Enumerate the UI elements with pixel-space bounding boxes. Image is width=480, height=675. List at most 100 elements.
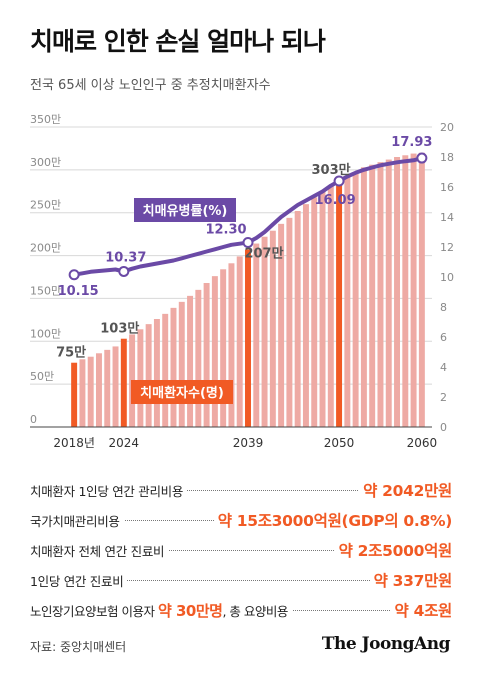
right-tick-label: 10 xyxy=(440,271,454,284)
summary-value: 약 2조5000억원 xyxy=(334,539,452,561)
line-value-label: 16.09 xyxy=(315,193,356,208)
bar xyxy=(104,349,111,427)
bar xyxy=(269,230,276,427)
chart-axes: 0 50만 100만 150만 200만 250만 300만 350만 0 2 4 6 8 10 12 14 1… xyxy=(30,113,454,450)
line-value-label: 10.37 xyxy=(105,250,146,265)
summary-label: 노인장기요양보험 이용자 약 30만명, 총 요양비용 xyxy=(30,599,292,621)
bar-value-label: 103만 xyxy=(100,321,139,337)
left-tick-label: 50만 xyxy=(30,370,54,383)
right-tick-label: 14 xyxy=(440,211,454,224)
source-note: 자료: 중앙치매센터 xyxy=(30,640,127,654)
bar xyxy=(112,346,119,427)
left-tick-label: 0 xyxy=(30,413,37,426)
line-marker xyxy=(416,152,428,164)
legend-line: 치매유병률(%) xyxy=(134,198,236,222)
bar xyxy=(87,356,94,427)
bar xyxy=(195,289,202,427)
summary-label: 치매환자 전체 연간 진료비 xyxy=(30,540,169,560)
bar xyxy=(145,324,152,427)
bar xyxy=(319,191,326,427)
line-marker xyxy=(333,175,345,187)
bar xyxy=(137,329,144,427)
x-tick-label: 2060 xyxy=(407,436,438,450)
highlight-bar xyxy=(120,338,127,427)
bar xyxy=(418,152,425,427)
bar-value-label: 207만 xyxy=(244,246,283,262)
left-tick-label: 250만 xyxy=(30,199,61,212)
bar xyxy=(178,301,185,427)
bar xyxy=(294,211,301,427)
bar xyxy=(236,256,243,427)
x-tick-label: 2018년 xyxy=(53,436,95,450)
bar xyxy=(311,197,318,427)
bar xyxy=(278,223,285,427)
bar xyxy=(187,295,194,427)
right-tick-label: 16 xyxy=(440,181,454,194)
bar xyxy=(153,319,160,427)
summary-label: 치매환자 1인당 연간 관리비용 xyxy=(30,480,188,500)
bar xyxy=(410,153,417,428)
left-tick-label: 350만 xyxy=(30,113,61,126)
bar-value-label: 303만 xyxy=(312,162,351,178)
right-tick-label: 2 xyxy=(440,391,447,404)
bar xyxy=(394,157,401,427)
right-tick-label: 20 xyxy=(440,121,454,134)
chart-annotations: 75만 103만 207만 303만 10.15 10.37 12.30 16.09 17.93 xyxy=(56,135,432,361)
legend-line-text: 치매유병률(%) xyxy=(143,203,228,219)
highlight-bar xyxy=(71,362,78,427)
highlight-bar xyxy=(245,249,251,427)
bar xyxy=(211,276,218,427)
right-tick-label: 6 xyxy=(440,331,447,344)
summary-value: 약 15조3000억원(GDP의 0.8%) xyxy=(213,509,452,531)
bar xyxy=(220,269,227,427)
bar xyxy=(369,164,376,427)
left-tick-label: 150만 xyxy=(30,284,61,297)
summary-label-text: 노인장기요양보험 이용자 xyxy=(30,603,158,619)
line-value-label: 12.30 xyxy=(205,223,246,238)
legend-bar: 치매환자수(명) xyxy=(131,380,233,404)
page-subtitle: 전국 65세 이상 노인인구 중 추정치매환자수 xyxy=(30,78,271,93)
bar xyxy=(377,162,384,427)
line-marker xyxy=(118,265,130,277)
summary-label-mid: , 총 요양비용 xyxy=(222,603,288,619)
line-value-label: 10.15 xyxy=(58,284,99,299)
bar xyxy=(79,359,86,427)
page-title: 치매로 인한 손실 얼마나 되나 xyxy=(30,27,326,56)
right-tick-label: 18 xyxy=(440,151,454,164)
bar xyxy=(228,263,235,427)
summary-label: 국가치매관리비용 xyxy=(30,510,124,530)
right-tick-label: 8 xyxy=(440,301,447,314)
bar xyxy=(352,172,359,427)
bar xyxy=(95,353,102,427)
bar xyxy=(286,217,293,427)
bar xyxy=(360,167,367,427)
right-tick-label: 0 xyxy=(440,421,447,434)
summary-row: 1인당 연간 진료비 약 337만원 xyxy=(30,565,452,595)
highlight-bar xyxy=(336,180,343,427)
summary-value: 약 337만원 xyxy=(369,569,452,591)
legend-line-bg xyxy=(134,198,236,222)
summary-row: 치매환자 1인당 연간 관리비용 약 2042만원 xyxy=(30,475,452,505)
bar xyxy=(402,155,409,427)
legend-bar-bg xyxy=(131,380,233,404)
left-tick-label: 200만 xyxy=(30,242,61,255)
bar xyxy=(344,176,351,427)
right-tick-label: 12 xyxy=(440,241,454,254)
bar-value-label: 75만 xyxy=(56,345,86,361)
bar xyxy=(302,204,309,427)
bar xyxy=(162,313,169,427)
dementia-chart: 0 50만 100만 150만 200만 250만 300만 350만 0 2 4 6 8 10 12 14 1… xyxy=(30,113,454,450)
summary-row: 치매환자 전체 연간 진료비 약 2조5000억원 xyxy=(30,535,452,565)
summary-value: 약 4조원 xyxy=(390,599,452,621)
bar xyxy=(385,159,392,428)
line-value-label: 17.93 xyxy=(391,135,432,150)
summary-label: 1인당 연간 진료비 xyxy=(30,570,128,590)
summary-list: 치매환자 1인당 연간 관리비용 약 2042만원 국가치매관리비용 약 15조… xyxy=(30,475,452,625)
bar xyxy=(327,186,334,427)
line-marker xyxy=(242,237,254,248)
summary-row-longterm-care: 노인장기요양보험 이용자 약 30만명, 총 요양비용 약 4조원 xyxy=(30,595,452,625)
bar xyxy=(170,307,177,427)
line-marker xyxy=(68,269,80,281)
x-tick-label: 2050 xyxy=(324,436,355,450)
x-tick-label: 2039 xyxy=(233,436,264,450)
